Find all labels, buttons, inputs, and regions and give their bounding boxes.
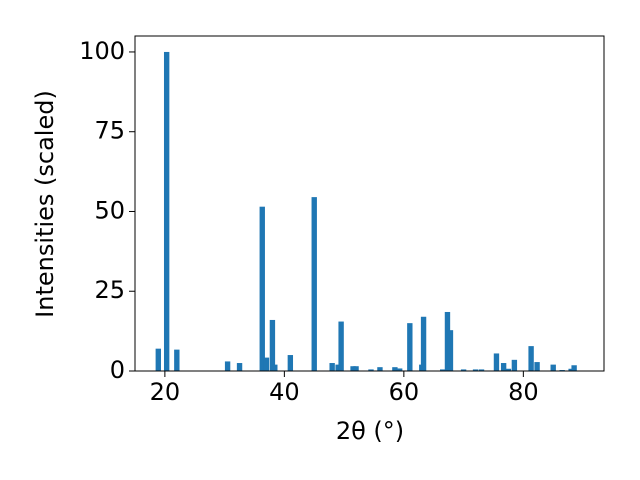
bar xyxy=(396,368,403,371)
bar xyxy=(511,359,518,371)
y-tick-label: 50 xyxy=(94,196,125,224)
bar xyxy=(568,368,574,371)
bar xyxy=(420,316,427,371)
bar xyxy=(550,364,556,371)
plot-frame xyxy=(134,35,605,372)
bar xyxy=(500,363,507,371)
bar xyxy=(439,369,446,371)
bar xyxy=(528,346,534,371)
bar xyxy=(236,363,243,371)
bar xyxy=(263,357,270,371)
y-axis-label: Intensities (scaled) xyxy=(31,90,59,318)
y-tick-label: 100 xyxy=(79,37,125,65)
bar xyxy=(350,366,356,371)
bar xyxy=(353,366,359,371)
bar xyxy=(392,367,398,371)
y-tick-label: 0 xyxy=(110,356,125,384)
bar xyxy=(444,311,451,371)
bar xyxy=(534,362,540,371)
x-tick-label: 40 xyxy=(269,378,300,406)
bar xyxy=(155,348,161,371)
bar xyxy=(272,364,278,371)
bar xyxy=(447,330,454,371)
bar xyxy=(478,369,485,371)
y-tick-label: 25 xyxy=(94,276,125,304)
x-tick-label: 20 xyxy=(150,378,181,406)
bar xyxy=(472,369,479,371)
x-tick-label: 60 xyxy=(389,378,420,406)
bar xyxy=(377,367,383,371)
bar xyxy=(505,368,512,371)
bar xyxy=(338,321,344,371)
bar xyxy=(368,369,374,371)
bar xyxy=(174,349,180,371)
x-axis-label: 2θ (°) xyxy=(336,417,404,445)
bar xyxy=(407,323,413,371)
bar xyxy=(571,365,577,371)
bar xyxy=(460,369,467,371)
bar xyxy=(311,197,317,371)
bar xyxy=(259,206,265,371)
x-tick-label: 80 xyxy=(508,378,539,406)
bar xyxy=(493,353,500,371)
y-tick-label: 75 xyxy=(94,117,125,145)
bar xyxy=(224,361,231,371)
bar xyxy=(163,51,170,371)
bar xyxy=(269,319,276,371)
bar xyxy=(287,355,294,371)
bar xyxy=(329,363,335,371)
bar xyxy=(335,364,341,371)
